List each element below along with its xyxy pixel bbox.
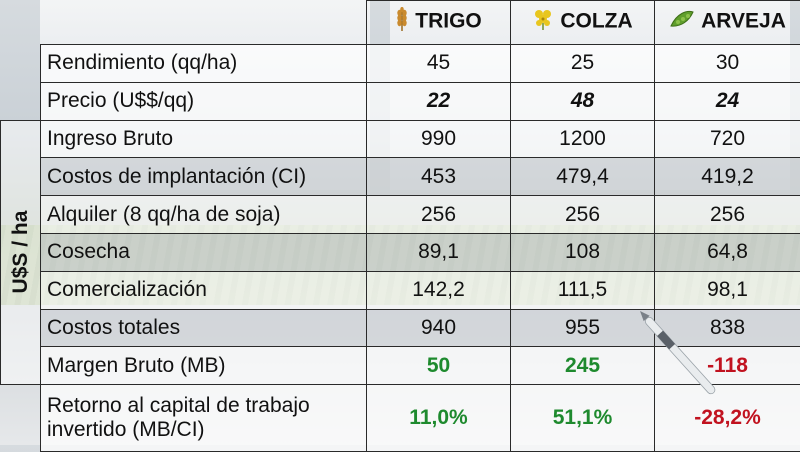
value-arveja: 720 — [655, 120, 800, 158]
value-colza: 256 — [511, 196, 655, 234]
value-colza: 111,5 — [511, 271, 655, 309]
value-trigo: 11,0% — [367, 385, 511, 452]
row-alquiler: Alquiler (8 qq/ha de soja) 256 256 256 — [1, 196, 800, 234]
row-label: Alquiler (8 qq/ha de soja) — [41, 196, 367, 234]
value-trigo: 142,2 — [367, 271, 511, 309]
row-label: Cosecha — [41, 233, 367, 271]
row-retorno: Retorno al capital de trabajo invertido … — [1, 385, 800, 452]
crop-name: TRIGO — [415, 10, 482, 33]
value-colza: 108 — [511, 233, 655, 271]
value-colza: 245 — [511, 347, 655, 385]
value-colza: 479,4 — [511, 158, 655, 196]
value-trigo: 453 — [367, 158, 511, 196]
row-label: Costos de implantación (CI) — [41, 158, 367, 196]
row-label: Ingreso Bruto — [41, 120, 367, 158]
value-colza: 51,1% — [511, 385, 655, 452]
row-label-line: invertido (MB/CI) — [47, 418, 366, 442]
header-row: TRIGO COLZA — [1, 1, 800, 45]
value-arveja: -28,2% — [655, 385, 800, 452]
value-arveja: 419,2 — [655, 158, 800, 196]
value-arveja: 256 — [655, 196, 800, 234]
pea-pod-icon — [669, 9, 695, 35]
row-rendimiento: Rendimiento (qq/ha) 45 25 30 — [1, 45, 800, 83]
value-colza: 1200 — [511, 120, 655, 158]
value-trigo: 22 — [367, 82, 511, 120]
row-label: Comercialización — [41, 271, 367, 309]
value-trigo: 940 — [367, 309, 511, 347]
crop-name: COLZA — [560, 10, 632, 33]
row-cosecha: Cosecha 89,1 108 64,8 — [1, 233, 800, 271]
value-arveja: 24 — [655, 82, 800, 120]
value-colza: 48 — [511, 82, 655, 120]
value-trigo: 256 — [367, 196, 511, 234]
value-arveja: 64,8 — [655, 233, 800, 271]
value-arveja: 30 — [655, 45, 800, 83]
value-trigo: 89,1 — [367, 233, 511, 271]
row-label: Rendimiento (qq/ha) — [41, 45, 367, 83]
crop-header-trigo: TRIGO — [367, 1, 511, 45]
row-costos-totales: Costos totales 940 955 838 — [1, 309, 800, 347]
wheat-icon — [395, 7, 409, 37]
value-arveja: 98,1 — [655, 271, 800, 309]
row-label: Precio (U$$/qq) — [41, 82, 367, 120]
row-ingreso-bruto: U$S / ha Ingreso Bruto 990 1200 720 — [1, 120, 800, 158]
row-label-line: Retorno al capital de trabajo — [47, 394, 366, 418]
value-trigo: 45 — [367, 45, 511, 83]
row-label: Costos totales — [41, 309, 367, 347]
rapeseed-flower-icon — [532, 8, 554, 36]
row-precio: Precio (U$$/qq) 22 48 24 — [1, 82, 800, 120]
crop-header-arveja: ARVEJA — [655, 1, 800, 45]
crop-header-colza: COLZA — [511, 1, 655, 45]
row-comercializacion: Comercialización 142,2 111,5 98,1 — [1, 271, 800, 309]
row-label: Retorno al capital de trabajo invertido … — [41, 385, 367, 452]
value-colza: 25 — [511, 45, 655, 83]
value-trigo: 50 — [367, 347, 511, 385]
row-label: Margen Bruto (MB) — [41, 347, 367, 385]
value-trigo: 990 — [367, 120, 511, 158]
unit-label: U$S / ha — [1, 120, 41, 385]
crop-name: ARVEJA — [701, 10, 786, 33]
value-colza: 955 — [511, 309, 655, 347]
row-costos-implantacion: Costos de implantación (CI) 453 479,4 41… — [1, 158, 800, 196]
